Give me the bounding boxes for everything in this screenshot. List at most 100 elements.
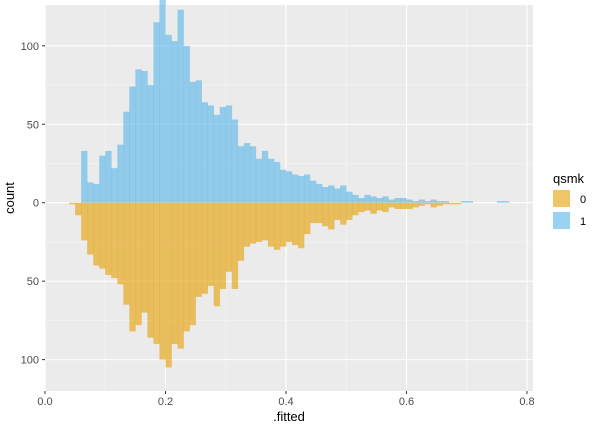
series-up-bars [81,0,510,203]
histogram-bar-qsmk-0 [249,202,257,244]
histogram-bar-qsmk-0 [93,202,100,266]
histogram-bar-qsmk-1 [370,196,377,203]
histogram-bar-qsmk-1 [273,161,281,203]
histogram-bar-qsmk-1 [105,150,112,203]
x-axis-title: .fitted [273,409,305,424]
histogram-bar-qsmk-1 [195,80,202,203]
legend-label-0: 0 [580,194,586,206]
histogram-bar-qsmk-1 [81,150,88,203]
histogram-bar-qsmk-1 [261,150,269,203]
histogram-bar-qsmk-0 [105,202,112,275]
histogram-bar-qsmk-1 [249,146,257,203]
y-axis: 100 50 0 50 100 [21,41,45,367]
histogram-bar-qsmk-0 [364,202,371,211]
histogram-bar-qsmk-1 [225,105,233,203]
histogram-bar-qsmk-1 [310,180,317,203]
histogram-bar-qsmk-0 [87,202,94,255]
histogram-bar-qsmk-0 [316,202,323,224]
histogram-bar-qsmk-0 [243,202,251,247]
histogram-bar-qsmk-1 [123,111,130,203]
legend-title: qsmk [553,171,585,186]
histogram-bar-qsmk-0 [177,202,184,349]
legend-key-1 [553,212,570,229]
histogram-bar-qsmk-0 [340,202,347,225]
histogram-bar-qsmk-1 [219,106,227,203]
histogram-bar-qsmk-1 [376,198,383,203]
histogram-bar-qsmk-0 [207,202,214,286]
y-tick-label: 50 [27,119,39,131]
histogram-bar-qsmk-0 [135,202,142,326]
histogram-bar-qsmk-0 [99,202,106,269]
histogram-bar-qsmk-0 [400,202,407,209]
histogram-bar-qsmk-1 [388,199,395,203]
histogram-bar-qsmk-0 [448,202,455,205]
histogram-bar-qsmk-1 [201,102,208,203]
histogram-bar-qsmk-0 [75,202,82,216]
histogram-bar-qsmk-1 [279,169,287,203]
histogram-bar-qsmk-1 [177,9,184,203]
histogram-bar-qsmk-0 [388,202,395,208]
histogram-bar-qsmk-1 [153,22,160,203]
histogram-bar-qsmk-1 [141,70,148,203]
histogram-bar-qsmk-1 [87,182,94,203]
histogram-bar-qsmk-1 [412,201,419,203]
histogram-bar-qsmk-1 [418,199,425,203]
histogram-bar-qsmk-0 [201,202,208,294]
histogram-bar-qsmk-0 [165,202,172,368]
x-axis: 0.0 0.2 0.4 0.6 0.8 [37,391,535,408]
histogram-bar-qsmk-1 [231,119,239,203]
histogram-bar-qsmk-1 [466,201,474,203]
y-tick-label: 100 [21,355,39,367]
histogram-bar-qsmk-0 [370,202,377,214]
histogram-bar-qsmk-0 [376,202,383,211]
histogram-bar-qsmk-1 [322,187,329,203]
histogram-bar-qsmk-0 [298,202,305,249]
histogram-bar-qsmk-0 [111,202,118,279]
histogram-bar-qsmk-1 [436,201,443,203]
histogram-bar-qsmk-1 [117,144,124,203]
histogram-bar-qsmk-1 [93,183,100,203]
histogram-bar-qsmk-0 [328,202,335,230]
histogram-bar-qsmk-1 [382,196,389,203]
histogram-bar-qsmk-1 [285,171,293,203]
histogram-bar-qsmk-0 [189,202,196,326]
histogram-bar-qsmk-0 [213,202,221,307]
histogram-bar-qsmk-0 [285,202,293,242]
histogram-bar-qsmk-1 [183,45,190,203]
x-tick-label: 0.2 [158,396,173,408]
x-tick-label: 0.0 [37,396,52,408]
histogram-bar-qsmk-1 [237,146,245,203]
legend-key-0 [553,190,570,207]
histogram-bar-qsmk-0 [406,202,413,209]
histogram-bar-qsmk-1 [406,199,413,203]
x-tick-label: 0.6 [399,396,414,408]
histogram-bar-qsmk-1 [400,198,407,203]
histogram-bar-qsmk-1 [111,168,118,203]
histogram-bar-qsmk-0 [255,202,263,242]
histogram-bar-qsmk-0 [159,202,166,360]
histogram-bar-qsmk-1 [340,185,347,203]
histogram-bar-qsmk-0 [454,202,462,205]
histogram-bar-qsmk-0 [231,202,239,290]
histogram-bar-qsmk-1 [352,194,359,203]
histogram-bar-qsmk-1 [267,158,275,203]
histogram-bar-qsmk-1 [430,199,437,203]
histogram-bar-qsmk-0 [267,202,275,247]
histogram-bar-qsmk-0 [273,202,281,250]
histogram-bar-qsmk-1 [316,183,323,203]
y-tick-label: 0 [33,198,39,210]
histogram-bar-qsmk-1 [496,201,504,203]
histogram-bar-qsmk-1 [189,81,196,203]
histogram-bar-qsmk-1 [129,86,136,203]
histogram-bar-qsmk-0 [352,202,359,216]
histogram-bar-qsmk-0 [123,202,130,305]
histogram-bar-qsmk-1 [460,201,468,203]
histogram-bar-qsmk-0 [225,202,233,272]
series-down-bars [69,202,462,368]
histogram-bar-qsmk-0 [147,202,154,338]
histogram-bar-qsmk-1 [358,198,365,203]
histogram-bar-qsmk-0 [304,202,311,235]
histogram-bar-qsmk-1 [243,143,251,203]
histogram-bar-qsmk-0 [153,202,160,344]
